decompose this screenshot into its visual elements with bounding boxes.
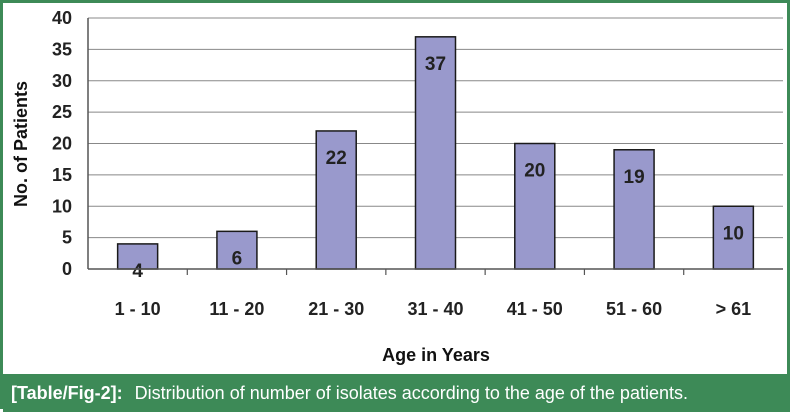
x-tick-label: > 61 [716, 299, 752, 319]
y-tick-label: 15 [52, 165, 72, 185]
data-labels: 4 6 22 37 20 19 10 [132, 54, 744, 282]
y-tick-label: 30 [52, 71, 72, 91]
y-tick-label: 5 [62, 228, 72, 248]
x-tick-label: 31 - 40 [407, 299, 463, 319]
bar [712, 205, 755, 270]
x-tick-label: 21 - 30 [308, 299, 364, 319]
y-axis-title: No. of Patients [11, 81, 31, 207]
y-tick-label: 25 [52, 102, 72, 122]
bar [116, 243, 159, 270]
data-label: 4 [132, 261, 143, 282]
x-axis-title: Age in Years [382, 345, 490, 365]
y-tick-label: 40 [52, 8, 72, 28]
data-label: 22 [326, 148, 347, 169]
data-label: 10 [723, 223, 744, 244]
y-axis-ticks: 0 5 10 15 20 25 30 35 40 [52, 8, 72, 279]
data-label: 37 [425, 54, 446, 75]
y-tick-label: 35 [52, 39, 72, 59]
data-label: 6 [232, 248, 243, 269]
x-tick-label: 51 - 60 [606, 299, 662, 319]
caption-text: Distribution of number of isolates accor… [134, 382, 688, 403]
figure-caption: [Table/Fig-2]: Distribution of number of… [3, 374, 790, 412]
bar [613, 149, 655, 270]
y-tick-label: 0 [62, 259, 72, 279]
y-tick-label: 10 [52, 196, 72, 216]
data-label: 20 [524, 161, 545, 182]
x-tick-label: 1 - 10 [115, 299, 161, 319]
y-tick-label: 20 [52, 134, 72, 154]
x-tick-label: 41 - 50 [507, 299, 563, 319]
x-tick-label: 11 - 20 [209, 299, 264, 319]
bar [315, 130, 357, 270]
data-label: 19 [624, 167, 645, 188]
x-axis-ticks: 1 - 10 11 - 20 21 - 30 31 - 40 41 - 50 51 - 6… [115, 269, 752, 319]
bar-chart: 0 5 10 15 20 25 30 35 40 4 6 22 37 20 19 10 1 - 10 11 -… [11, 8, 783, 365]
caption-tag: [Table/Fig-2]: [11, 382, 123, 403]
bar [414, 36, 457, 270]
bar [514, 142, 556, 270]
bars [116, 36, 755, 270]
